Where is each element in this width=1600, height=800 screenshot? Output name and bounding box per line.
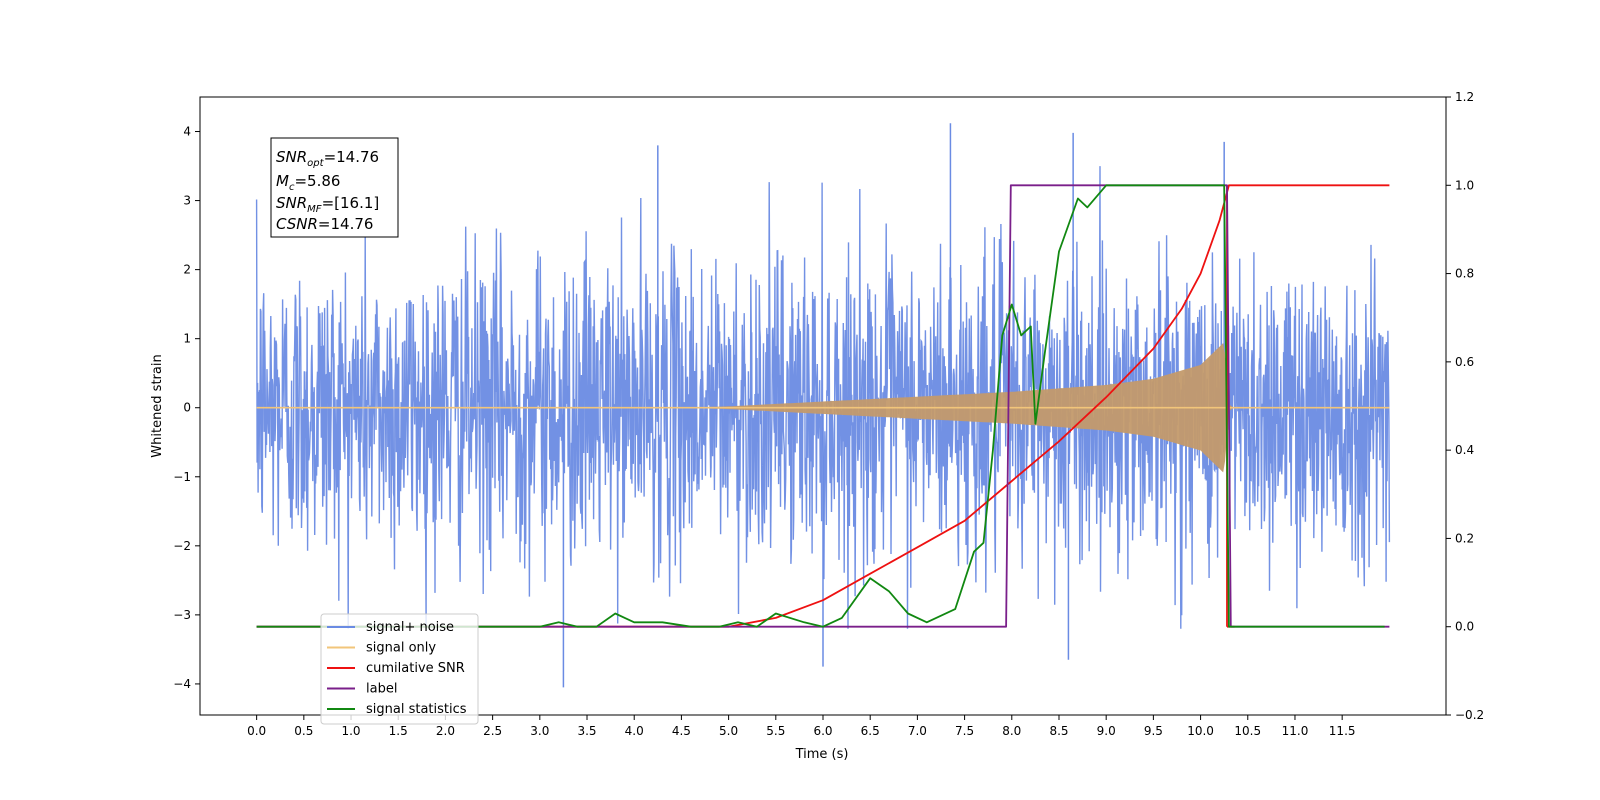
x-tick-label: 10.0 <box>1187 724 1214 738</box>
y2-tick-label: 0.8 <box>1455 267 1474 281</box>
y-tick-label: 0 <box>183 401 191 415</box>
y2-tick-label: 0.6 <box>1455 355 1474 369</box>
annotation-csnr: CSNR=14.76 <box>276 215 373 233</box>
legend-label: signal statistics <box>366 702 467 717</box>
legend-label: signal+ noise <box>366 620 454 635</box>
x-tick-label: 7.0 <box>908 724 927 738</box>
x-tick-label: 4.0 <box>625 724 644 738</box>
series-cumulative-snr-line <box>256 184 1390 628</box>
x-tick-label: 11.0 <box>1282 724 1309 738</box>
y-tick-label: 4 <box>183 125 191 139</box>
x-tick-label: 2.0 <box>436 724 455 738</box>
legend-label: label <box>366 682 397 697</box>
x-tick-label: 3.5 <box>577 724 596 738</box>
plot-area <box>199 96 1447 716</box>
x-tick-label: 11.5 <box>1329 724 1356 738</box>
x-tick-label: 10.5 <box>1234 724 1261 738</box>
x-tick-label: 7.5 <box>955 724 974 738</box>
x-tick-label: 4.5 <box>672 724 691 738</box>
annotation-mc: Mc=5.86 <box>276 172 340 193</box>
legend: signal+ noise signal only cumilative SNR la… <box>320 613 479 725</box>
y-tick-label: −3 <box>173 608 191 622</box>
y-tick-label: −4 <box>173 677 191 691</box>
y-tick-label: −1 <box>173 470 191 484</box>
series-signal-statistics-line <box>256 184 1385 628</box>
x-tick-label: 1.5 <box>389 724 408 738</box>
x-tick-label: 2.5 <box>483 724 502 738</box>
x-tick-label: 9.5 <box>1144 724 1163 738</box>
y-axis-right: −0.2 0.0 0.2 0.4 0.6 0.8 1.0 1.2 <box>1446 90 1484 722</box>
y-tick-label: 2 <box>183 263 191 277</box>
y2-tick-label: −0.2 <box>1455 708 1484 722</box>
y2-tick-label: 0.2 <box>1455 531 1474 545</box>
x-tick-label: 5.0 <box>719 724 738 738</box>
annotation-snr-mf: SNRMF=[16.1] <box>276 194 379 215</box>
x-tick-label: 0.5 <box>294 724 313 738</box>
x-tick-label: 1.0 <box>341 724 360 738</box>
series-layer <box>255 123 1391 688</box>
y2-tick-label: 1.2 <box>1455 90 1474 104</box>
y2-tick-label: 1.0 <box>1455 178 1474 192</box>
x-tick-label: 5.5 <box>766 724 785 738</box>
y-tick-label: 1 <box>183 332 191 346</box>
annotation-box: SNRopt=14.76 Mc=5.86 SNRMF=[16.1] CSNR=1… <box>270 137 399 238</box>
legend-label: cumilative SNR <box>366 661 465 676</box>
y-axis-label: Whitened strain <box>150 354 165 457</box>
y2-tick-label: 0.4 <box>1455 443 1474 457</box>
y2-tick-label: 0.0 <box>1455 620 1474 634</box>
x-axis: 0.0 0.5 1.0 1.5 2.0 2.5 3.0 3.5 4.0 4.5 5.0 5.5 6.0 6… <box>247 715 1356 738</box>
x-tick-label: 8.0 <box>1002 724 1021 738</box>
x-tick-label: 0.0 <box>247 724 266 738</box>
y-tick-label: 3 <box>183 194 191 208</box>
y-tick-label: −2 <box>173 539 191 553</box>
x-tick-label: 8.5 <box>1049 724 1068 738</box>
x-tick-label: 6.5 <box>861 724 880 738</box>
x-tick-label: 9.0 <box>1097 724 1116 738</box>
legend-label: signal only <box>366 641 436 656</box>
x-tick-label: 6.0 <box>813 724 832 738</box>
x-axis-label: Time (s) <box>795 747 849 762</box>
y-axis-left: −4 −3 −2 −1 0 1 2 3 4 <box>173 125 200 691</box>
annotation-snr-opt: SNRopt=14.76 <box>276 148 379 169</box>
x-tick-label: 3.0 <box>530 724 549 738</box>
